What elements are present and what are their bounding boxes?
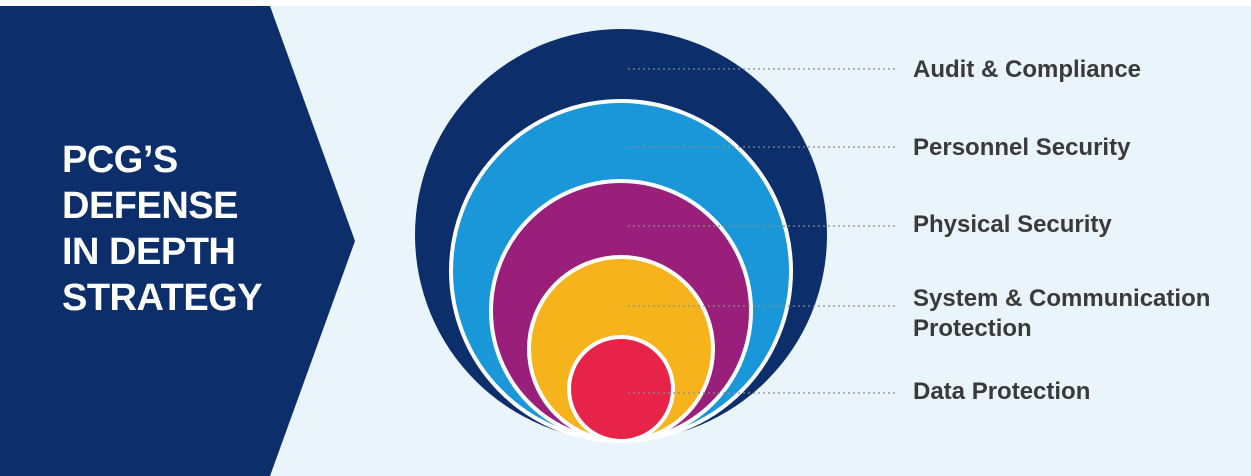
- layer-label-audit-compliance: Audit & Compliance: [913, 56, 1142, 83]
- title-line: STRATEGY: [62, 277, 263, 319]
- layer-label-system-communication-protection: System & Communication Protection: [913, 285, 1211, 342]
- title-line: PCG’S: [62, 139, 178, 181]
- title-line: IN DEPTH: [62, 231, 236, 273]
- layer-label-data-protection: Data Protection: [913, 378, 1091, 405]
- title-line: DEFENSE: [62, 185, 238, 227]
- diagram-title: PCG’S DEFENSE IN DEPTH STRATEGY: [62, 137, 322, 321]
- ring-data-protection: [567, 335, 675, 443]
- layer-label-personnel-security: Personnel Security: [913, 134, 1131, 161]
- layer-label-physical-security: Physical Security: [913, 211, 1112, 238]
